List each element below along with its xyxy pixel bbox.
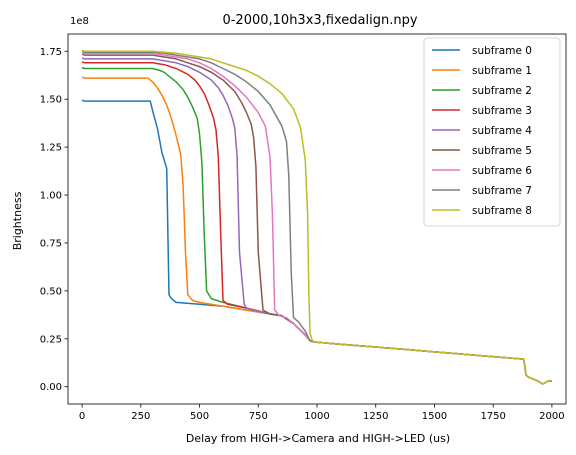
y-tick-label-2: 0.50 xyxy=(40,286,62,297)
series-lines xyxy=(81,49,552,385)
x-tick-label-6: 1500 xyxy=(422,411,447,422)
x-tick-label-7: 1750 xyxy=(480,411,505,422)
legend-label-0: subframe 0 xyxy=(472,45,532,57)
chart-title: 0-2000,10h3x3,fixedalign.npy xyxy=(222,13,417,28)
y-offset-label: 1e8 xyxy=(70,16,89,27)
x-tick-label-1: 250 xyxy=(131,411,150,422)
x-axis-label: Delay from HIGH->Camera and HIGH->LED (u… xyxy=(186,432,450,445)
legend-label-3: subframe 3 xyxy=(472,105,532,117)
series-line-8 xyxy=(81,49,552,385)
x-tick-label-2: 500 xyxy=(190,411,209,422)
x-tick-label-8: 2000 xyxy=(539,411,564,422)
legend-label-6: subframe 6 xyxy=(472,165,532,177)
y-tick-label-7: 1.75 xyxy=(40,47,62,58)
x-tick-label-0: 0 xyxy=(79,411,85,422)
y-tick-label-3: 0.75 xyxy=(40,238,62,249)
x-tick-label-5: 1250 xyxy=(363,411,388,422)
y-tick-label-5: 1.25 xyxy=(40,143,62,154)
x-tick-label-3: 750 xyxy=(249,411,268,422)
y-axis-label: Brightness xyxy=(11,191,24,250)
legend: subframe 0 subframe 1 subframe 2 subframe 3… xyxy=(423,37,561,227)
legend-label-2: subframe 2 xyxy=(472,85,532,97)
y-tick-label-1: 0.25 xyxy=(40,334,62,345)
y-tick-label-4: 1.00 xyxy=(40,191,62,202)
legend-box xyxy=(423,37,561,227)
legend-label-1: subframe 1 xyxy=(472,65,532,77)
legend-label-8: subframe 8 xyxy=(472,205,532,217)
y-tick-label-6: 1.50 xyxy=(40,95,62,106)
legend-label-7: subframe 7 xyxy=(472,185,532,197)
legend-label-4: subframe 4 xyxy=(472,125,532,137)
legend-label-5: subframe 5 xyxy=(472,145,532,157)
axes-layer: 0 250 500 750 1000 1250 1500 1750 2000 0.00 0.25 0.… xyxy=(40,33,567,422)
x-tick-label-4: 1000 xyxy=(304,411,329,422)
y-tick-label-0: 0.00 xyxy=(40,382,62,393)
